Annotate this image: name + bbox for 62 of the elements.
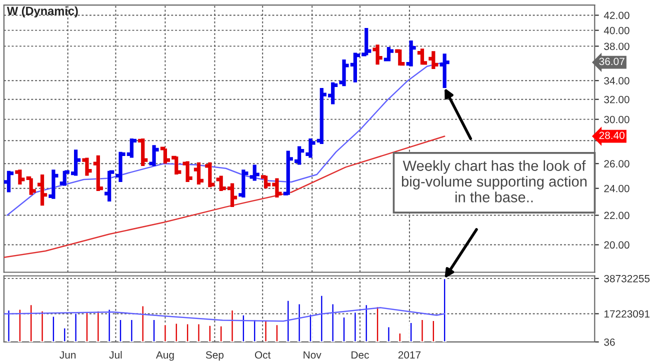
x-tick-label: 2017 <box>398 351 421 359</box>
x-tick-label: Sep <box>206 351 224 361</box>
y-tick-label: 32.00 <box>604 96 630 104</box>
x-tick-label: Aug <box>156 351 174 361</box>
bar <box>196 322 201 342</box>
bar <box>409 322 414 342</box>
chart-title: W (Dynamic) <box>6 6 78 18</box>
x-tick-label: Jul <box>109 350 122 359</box>
x-tick-label: Dec <box>352 351 369 359</box>
y-tick-label: 17223091 <box>604 310 650 318</box>
text: 36.07 <box>599 58 624 66</box>
y-tick-label: 34.00 <box>604 77 630 84</box>
bar <box>353 311 358 342</box>
y-tick-label: 20.00 <box>604 241 630 249</box>
bar <box>252 318 257 342</box>
bar <box>308 313 312 342</box>
bar <box>29 304 34 342</box>
bar <box>274 324 279 342</box>
y-tick-label: 30.00 <box>604 116 630 124</box>
bar <box>342 316 346 342</box>
bar <box>297 302 302 342</box>
y-tick-label: 24.00 <box>604 184 630 192</box>
bar <box>219 325 224 342</box>
bar <box>264 320 268 342</box>
bar <box>431 320 436 342</box>
x-tick-label: Nov <box>304 351 322 359</box>
bar <box>163 324 168 342</box>
bar <box>118 318 122 342</box>
bar <box>85 311 89 342</box>
bar <box>186 322 190 342</box>
bar <box>174 322 178 342</box>
y-tick-label: 42.00 <box>604 12 630 20</box>
line-series <box>4 307 446 322</box>
text: 28.40 <box>599 132 624 140</box>
bar <box>62 326 67 342</box>
bar <box>386 326 391 342</box>
bar <box>320 294 324 342</box>
y-tick-label: 38.00 <box>604 42 630 50</box>
bar <box>376 306 380 342</box>
bar <box>96 310 100 342</box>
bar <box>51 315 56 342</box>
bar <box>330 302 335 342</box>
y-tick-label: 26.00 <box>604 160 630 168</box>
bar <box>140 304 145 342</box>
bar <box>241 314 246 342</box>
bar <box>420 318 424 342</box>
bar <box>286 299 290 342</box>
x-tick-label: Jun <box>60 351 76 359</box>
y-tick-label: 36 <box>604 338 615 346</box>
bar <box>398 332 402 342</box>
bar <box>364 304 368 342</box>
x-tick-label: Oct <box>254 351 271 359</box>
y-tick-label: 40.00 <box>604 26 630 34</box>
y-tick-label: 22.00 <box>604 212 630 220</box>
bar <box>208 324 212 342</box>
bar <box>107 308 112 342</box>
bar <box>152 318 156 342</box>
annotation: Weekly chart has the look of big-volume supporting action in the base.. <box>402 160 587 202</box>
y-tick-label: 38732255 <box>604 274 650 282</box>
bar <box>130 318 134 342</box>
bar <box>74 312 78 342</box>
bar <box>18 308 22 342</box>
